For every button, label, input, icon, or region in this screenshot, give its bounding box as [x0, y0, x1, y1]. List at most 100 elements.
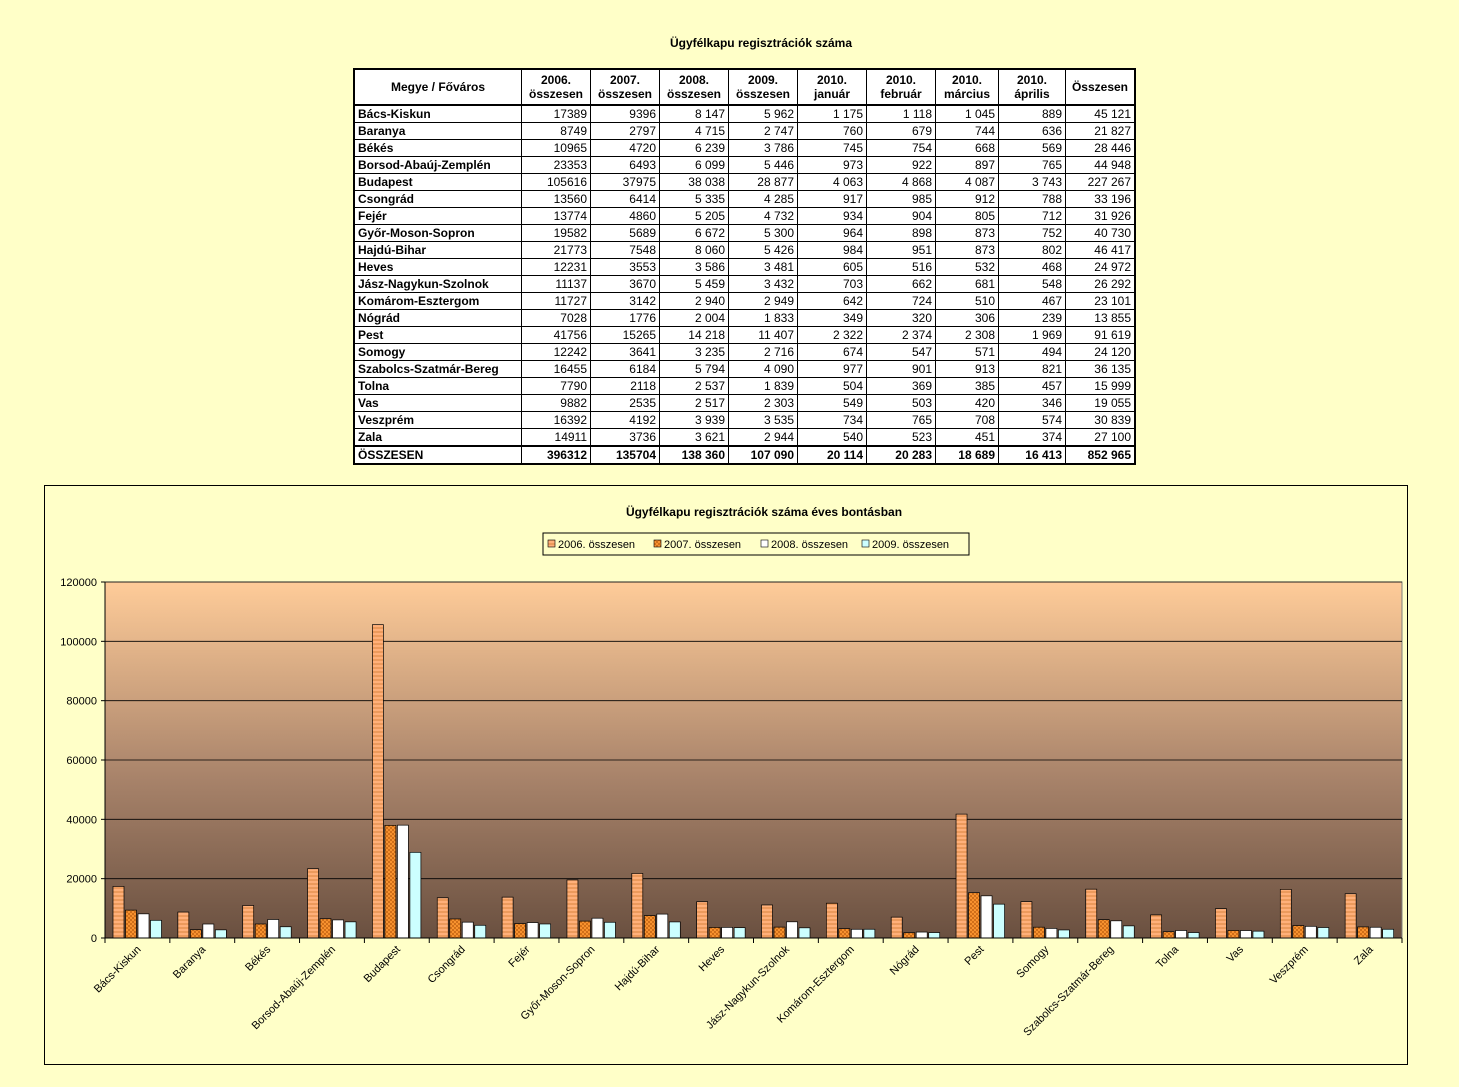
value-cell: 2 537 [659, 377, 729, 395]
bar [1215, 908, 1227, 939]
value-cell: 2797 [590, 122, 660, 140]
x-tick-label: Baranya [171, 943, 209, 981]
value-cell: 18 689 [935, 445, 999, 465]
column-header: Összesen [1065, 68, 1136, 106]
value-cell: 420 [935, 394, 999, 412]
value-cell: 922 [866, 156, 936, 174]
chart-area: Ügyfélkapu regisztrációk száma éves bont… [44, 485, 1408, 1065]
x-tick-label: Tolna [1154, 943, 1182, 971]
y-tick-label: 40000 [66, 814, 97, 826]
value-cell: 3641 [590, 343, 660, 361]
value-cell: 239 [998, 309, 1066, 327]
value-cell: 30 839 [1065, 411, 1136, 429]
bar [137, 913, 150, 939]
value-cell: 19 055 [1065, 394, 1136, 412]
bar [319, 918, 332, 939]
y-tick-label: 0 [91, 933, 97, 945]
value-cell: 4 063 [797, 173, 867, 191]
column-header-line: február [880, 87, 922, 101]
value-cell: 31 926 [1065, 207, 1136, 225]
value-cell: 6184 [590, 360, 660, 378]
value-cell: 3 743 [998, 173, 1066, 191]
table-row: Nógrád 7028 1776 2 004 1 833 349 320 306 239 13 8… [353, 309, 1136, 327]
bar [150, 919, 162, 939]
value-cell: 523 [866, 428, 936, 447]
x-tick-label: Fejér [506, 943, 532, 969]
y-tick-label: 120000 [60, 577, 97, 589]
column-header-line: január [813, 87, 850, 101]
value-cell: 549 [797, 394, 867, 412]
value-cell: 320 [866, 309, 936, 327]
value-cell: 13 855 [1065, 309, 1136, 327]
value-cell: 23353 [521, 156, 591, 174]
county-name-cell: ÖSSZESEN [353, 445, 522, 465]
value-cell: 712 [998, 207, 1066, 225]
value-cell: 16 413 [998, 445, 1066, 465]
bar [604, 921, 616, 939]
legend-label: 2006. összesen [558, 539, 635, 551]
value-cell: 7790 [521, 377, 591, 395]
bar [798, 927, 811, 939]
value-cell: 913 [935, 360, 999, 378]
value-cell: 349 [797, 309, 867, 327]
value-cell: 760 [797, 122, 867, 140]
bar [1304, 925, 1317, 939]
county-name-cell: Baranya [353, 122, 522, 140]
county-name-cell: Győr-Moson-Sopron [353, 224, 522, 242]
value-cell: 11137 [521, 275, 591, 293]
value-cell: 708 [935, 411, 999, 429]
value-cell: 2 949 [728, 292, 798, 310]
value-cell: 917 [797, 190, 867, 208]
value-cell: 2 303 [728, 394, 798, 412]
column-header-line: Megye / Főváros [390, 80, 486, 94]
value-cell: 21 827 [1065, 122, 1136, 140]
table-row: Komárom-Esztergom 11727 3142 2 940 2 949 642 7… [353, 292, 1136, 310]
value-cell: 385 [935, 377, 999, 395]
value-cell: 3 481 [728, 258, 798, 276]
value-cell: 681 [935, 275, 999, 293]
county-name-cell: Békés [353, 139, 522, 157]
county-name-cell: Budapest [353, 173, 522, 191]
legend-box [542, 532, 970, 556]
chart-title: Ügyfélkapu regisztrációk száma éves bont… [626, 504, 902, 519]
value-cell: 951 [866, 241, 936, 259]
value-cell: 457 [998, 377, 1066, 395]
bar [668, 921, 681, 939]
bar [786, 921, 798, 939]
value-cell: 3142 [590, 292, 660, 310]
value-cell: 540 [797, 428, 867, 447]
x-tick-label: Nógrád [888, 944, 922, 978]
value-cell: 6493 [590, 156, 660, 174]
bar [177, 911, 190, 939]
table-row: Budapest 105616 37975 38 038 28 877 4 063 4 86… [353, 173, 1136, 191]
value-cell: 19582 [521, 224, 591, 242]
value-cell: 138 360 [659, 445, 729, 465]
x-tick-label: Veszprém [1268, 944, 1311, 987]
value-cell: 7548 [590, 241, 660, 259]
value-cell: 805 [935, 207, 999, 225]
value-cell: 765 [998, 156, 1066, 174]
value-cell: 2 747 [728, 122, 798, 140]
value-cell: 15 999 [1065, 377, 1136, 395]
value-cell: 20 283 [866, 445, 936, 465]
county-name-cell: Komárom-Esztergom [353, 292, 522, 310]
value-cell: 37975 [590, 173, 660, 191]
legend-swatch [547, 539, 556, 548]
column-header-line: összesen [528, 87, 584, 101]
bar [579, 920, 591, 939]
value-cell: 504 [797, 377, 867, 395]
bar [955, 813, 968, 939]
bar [850, 928, 863, 939]
value-cell: 33 196 [1065, 190, 1136, 208]
value-cell: 569 [998, 139, 1066, 157]
table-row: Baranya 8749 2797 4 715 2 747 760 679 744 636 21 … [353, 122, 1136, 140]
value-cell: 964 [797, 224, 867, 242]
value-cell: 4 732 [728, 207, 798, 225]
chart-legend: 2006. összesen 2007. összesen 2008. összes… [542, 532, 970, 556]
table-row: Győr-Moson-Sopron 19582 5689 6 672 5 300 964 8… [353, 224, 1136, 242]
value-cell: 3 235 [659, 343, 729, 361]
bar [733, 927, 746, 939]
value-cell: 574 [998, 411, 1066, 429]
value-cell: 9882 [521, 394, 591, 412]
county-name-cell: Nógrád [353, 309, 522, 327]
